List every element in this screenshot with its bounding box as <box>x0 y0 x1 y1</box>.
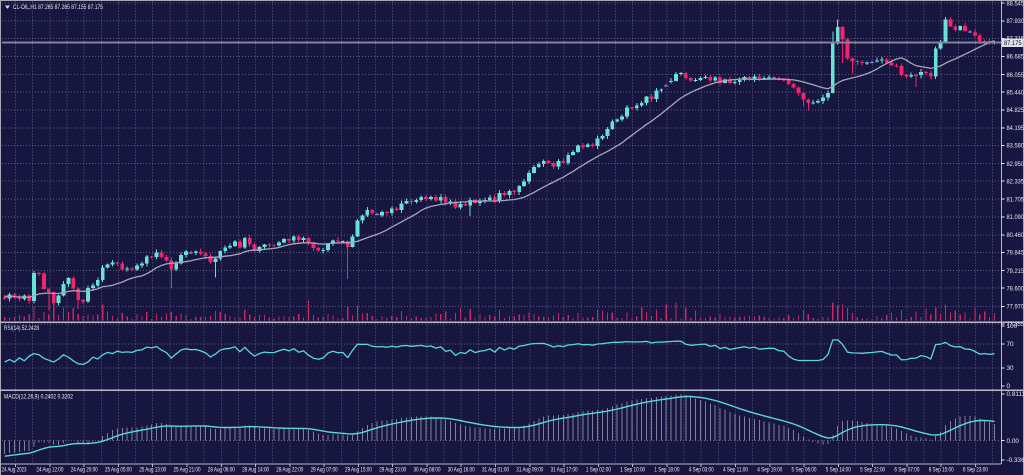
svg-text:4 Sep 03:00: 4 Sep 03:00 <box>689 467 714 474</box>
svg-text:28 Aug 22:00: 28 Aug 22:00 <box>276 467 303 474</box>
svg-text:29 Aug 07:00: 29 Aug 07:00 <box>311 467 338 474</box>
svg-text:85.440: 85.440 <box>1007 89 1024 96</box>
svg-text:80.460: 80.460 <box>1007 232 1024 239</box>
svg-text:87.315: 87.315 <box>1007 36 1024 43</box>
svg-text:79.845: 79.845 <box>1007 250 1024 257</box>
svg-text:25 Aug 13:00: 25 Aug 13:00 <box>139 467 166 474</box>
svg-text:CL-OIL,H1 87.265 87.265 87.15: CL-OIL,H1 87.265 87.265 87.155 87.175 <box>13 4 103 11</box>
svg-text:81.090: 81.090 <box>1007 214 1024 221</box>
svg-text:24 Aug 12:00: 24 Aug 12:00 <box>36 467 63 474</box>
svg-text:5 Sep 22:00: 5 Sep 22:00 <box>860 467 885 474</box>
svg-text:RSI(14) 52.2428: RSI(14) 52.2428 <box>4 325 39 332</box>
svg-text:82.950: 82.950 <box>1007 161 1024 168</box>
svg-text:30 Aug 08:00: 30 Aug 08:00 <box>414 467 441 474</box>
svg-text:82.335: 82.335 <box>1007 178 1024 185</box>
svg-text:87.930: 87.930 <box>1007 18 1024 25</box>
svg-text:4 Sep 19:00: 4 Sep 19:00 <box>757 467 782 474</box>
svg-text:0.00: 0.00 <box>1007 438 1020 445</box>
svg-text:4 Sep 11:00: 4 Sep 11:00 <box>723 467 748 474</box>
svg-text:31 Aug 09:00: 31 Aug 09:00 <box>516 467 543 474</box>
svg-text:5 Sep 14:00: 5 Sep 14:00 <box>826 467 851 474</box>
svg-text:86.685: 86.685 <box>1007 54 1024 61</box>
svg-text:0: 0 <box>1007 383 1011 390</box>
svg-text:31 Aug 17:00: 31 Aug 17:00 <box>551 467 578 474</box>
svg-text:29 Aug 23:00: 29 Aug 23:00 <box>379 467 406 474</box>
svg-text:30 Aug 16:00: 30 Aug 16:00 <box>448 467 475 474</box>
svg-text:24 Aug 2023: 24 Aug 2023 <box>2 467 27 474</box>
svg-text:5 Sep 06:00: 5 Sep 06:00 <box>792 467 817 474</box>
svg-text:1 Sep 02:00: 1 Sep 02:00 <box>586 467 611 474</box>
svg-text:83.580: 83.580 <box>1007 143 1024 150</box>
svg-text:81.705: 81.705 <box>1007 196 1024 203</box>
svg-text:MACD(12,26,9) 0.2402 0.3202: MACD(12,26,9) 0.2402 0.3202 <box>4 394 73 401</box>
svg-text:29 Aug 15:00: 29 Aug 15:00 <box>345 467 372 474</box>
svg-text:77.355: 77.355 <box>1007 321 1024 328</box>
svg-text:6 Sep 15:00: 6 Sep 15:00 <box>929 467 954 474</box>
svg-text:79.215: 79.215 <box>1007 268 1024 275</box>
svg-text:1 Sep 18:00: 1 Sep 18:00 <box>654 467 679 474</box>
svg-text:-0.336: -0.336 <box>1007 457 1024 464</box>
svg-text:84.825: 84.825 <box>1007 107 1024 114</box>
svg-text:25 Aug 21:00: 25 Aug 21:00 <box>174 467 201 474</box>
svg-text:70: 70 <box>1007 341 1015 348</box>
svg-text:30: 30 <box>1007 365 1015 372</box>
svg-text:25 Aug 05:00: 25 Aug 05:00 <box>105 467 132 474</box>
svg-text:84.195: 84.195 <box>1007 125 1024 132</box>
svg-text:100: 100 <box>1007 323 1018 330</box>
svg-text:77.970: 77.970 <box>1007 304 1024 311</box>
svg-text:1 Sep 10:00: 1 Sep 10:00 <box>620 467 645 474</box>
svg-text:31 Aug 01:00: 31 Aug 01:00 <box>482 467 509 474</box>
svg-text:6 Sep 23:00: 6 Sep 23:00 <box>963 467 988 474</box>
svg-text:78.600: 78.600 <box>1007 285 1024 292</box>
svg-text:0.8111: 0.8111 <box>1007 391 1024 398</box>
svg-text:28 Aug 06:00: 28 Aug 06:00 <box>208 467 235 474</box>
svg-text:24 Aug 20:00: 24 Aug 20:00 <box>71 467 98 474</box>
svg-text:28 Aug 14:00: 28 Aug 14:00 <box>242 467 269 474</box>
svg-text:88.545: 88.545 <box>1007 0 1024 7</box>
svg-text:6 Sep 07:00: 6 Sep 07:00 <box>894 467 919 474</box>
svg-text:87.175: 87.175 <box>1004 40 1022 47</box>
svg-text:86.055: 86.055 <box>1007 72 1024 79</box>
